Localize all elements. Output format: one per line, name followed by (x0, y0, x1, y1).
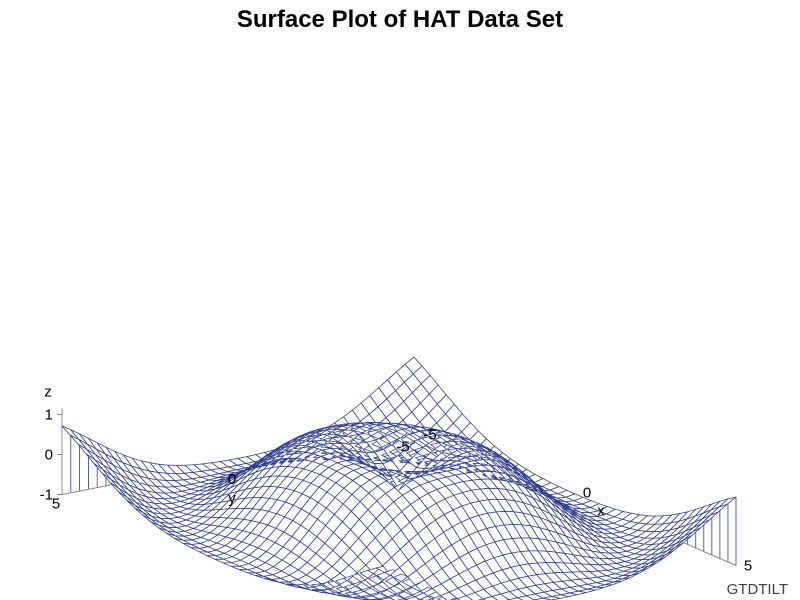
z-tick-label: 0 (45, 447, 53, 464)
z-tick-label: -1 (40, 487, 53, 504)
x-tick-label: 0 (583, 485, 591, 502)
x-axis-label: x (597, 503, 605, 520)
surface-mesh (61, 356, 737, 600)
y-tick-label: 5 (52, 496, 60, 513)
y-tick-label: -5 (396, 439, 409, 456)
y-axis-label: y (228, 490, 236, 507)
chart-title: Surface Plot of HAT Data Set (236, 6, 564, 33)
x-tick-label: 5 (744, 558, 752, 575)
footnote: GTDTILT (726, 581, 788, 598)
y-tick-label: 0 (228, 471, 236, 488)
x-tick-label: -5 (423, 427, 436, 444)
surface-cell (718, 496, 737, 508)
z-tick-label: 1 (45, 407, 53, 424)
z-axis-label: z (44, 384, 52, 401)
